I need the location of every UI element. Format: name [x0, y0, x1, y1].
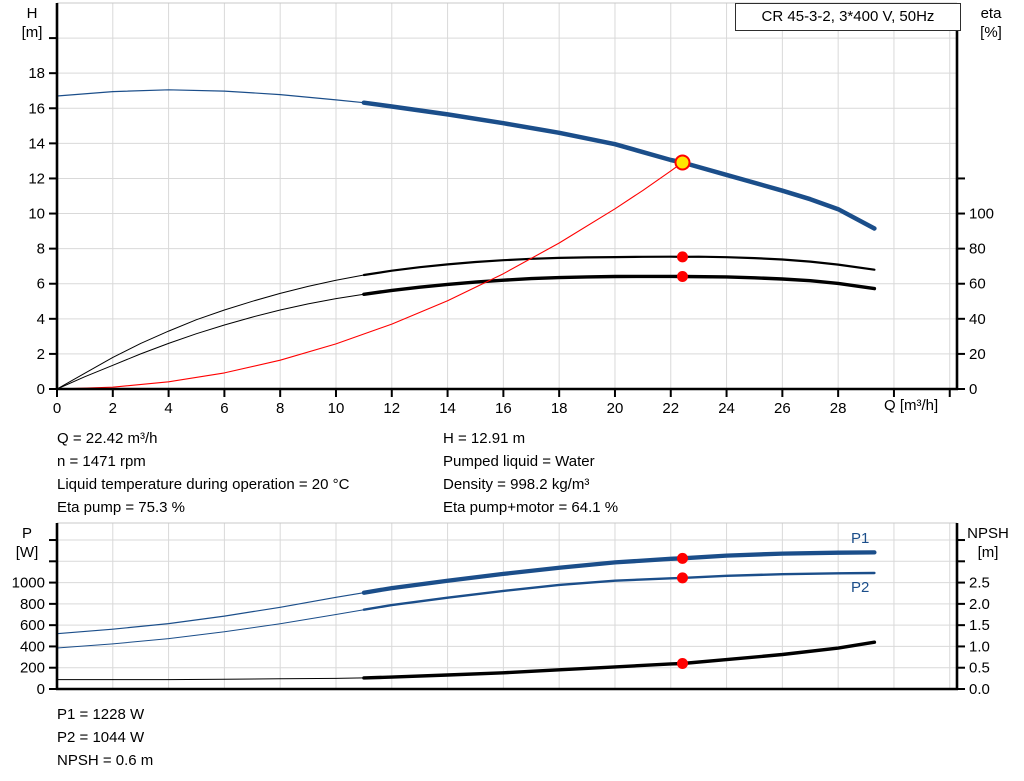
- p1-curve-thin: [56, 592, 365, 635]
- y-right-tick-label: 0: [969, 381, 977, 398]
- x-tick-label: 14: [439, 400, 456, 417]
- eta-pump-curve-thin: [56, 274, 365, 390]
- y-right-tick-label: 2.5: [969, 575, 990, 592]
- y-right-tick-label: 2.0: [969, 596, 990, 613]
- x-tick-label: 18: [551, 400, 568, 417]
- info-p2: P2 = 1044 W: [57, 729, 145, 746]
- p2-curve: [362, 571, 876, 611]
- system-curve: [56, 161, 684, 390]
- y-left-tick-label: 200: [20, 660, 45, 677]
- y-right-tick-label: 40: [969, 311, 986, 328]
- p-axis-label-unit: [W]: [15, 544, 39, 561]
- eta-pump-motor-curve: [362, 274, 877, 296]
- y-left-tick-label: 2: [37, 346, 45, 363]
- npsh-axis-label-symbol: NPSH: [967, 525, 1009, 542]
- eta-pump-point: [676, 251, 688, 263]
- y-left-tick-label: 800: [20, 596, 45, 613]
- info-npsh: NPSH = 0.6 m: [57, 752, 154, 769]
- y-right-tick-label: 0.0: [969, 681, 990, 698]
- y-right-tick-label: 20: [969, 346, 986, 363]
- y-right-tick-label: 1.5: [969, 617, 990, 634]
- eta-axis-label-unit: [%]: [980, 24, 1002, 41]
- x-tick-label: 6: [220, 400, 228, 417]
- x-tick-label: 4: [164, 400, 172, 417]
- y-left-tick-label: 1000: [12, 575, 45, 592]
- p1-curve-label: P1: [851, 530, 870, 547]
- h-axis-label: H [m]: [12, 4, 52, 42]
- y-left-tick-label: 8: [37, 241, 45, 258]
- info-pumped-liquid: Pumped liquid = Water: [443, 453, 595, 470]
- info-p1: P1 = 1228 W: [57, 706, 145, 723]
- h-q-curve: [361, 100, 877, 231]
- npsh-curve-thin: [56, 677, 365, 681]
- p1-curve: [361, 550, 877, 595]
- y-right-tick-label: 80: [969, 241, 986, 258]
- y-right-tick-label: 60: [969, 276, 986, 293]
- y-left-tick-label: 14: [28, 135, 45, 152]
- y-right-tick-label: 0.5: [969, 660, 990, 677]
- eta-pump-motor-curve-thin: [56, 293, 365, 390]
- npsh-axis-label-unit: [m]: [977, 544, 999, 561]
- y-left-tick-label: 0: [37, 681, 45, 698]
- p-axis-label: P [W]: [6, 524, 48, 562]
- p2-point: [676, 572, 688, 584]
- power-data-block: P1 = 1228 W P2 = 1044 W NPSH = 0.6 m: [57, 703, 153, 772]
- x-tick-label: 24: [718, 400, 735, 417]
- x-tick-label: 22: [662, 400, 679, 417]
- h-axis-label-symbol: H: [26, 5, 38, 22]
- y-left-tick-label: 4: [37, 311, 45, 328]
- y-left-tick-label: 10: [28, 206, 45, 223]
- x-tick-label: 26: [774, 400, 791, 417]
- x-tick-label: 16: [495, 400, 512, 417]
- y-right-tick-label: 1.0: [969, 638, 990, 655]
- operating-data-right: H = 12.91 m Pumped liquid = Water Densit…: [443, 427, 618, 519]
- info-eta-pump: Eta pump = 75.3 %: [57, 499, 185, 516]
- y-left-tick-label: 18: [28, 65, 45, 82]
- info-eta-pump-motor: Eta pump+motor = 64.1 %: [443, 499, 619, 516]
- y-left-tick-label: 600: [20, 617, 45, 634]
- x-tick-label: 0: [53, 400, 61, 417]
- info-head: H = 12.91 m: [443, 430, 526, 447]
- pump-title-box: CR 45-3-2, 3*400 V, 50Hz: [735, 3, 961, 31]
- y-left-tick-label: 6: [37, 276, 45, 293]
- info-liquid-temperature: Liquid temperature during operation = 20…: [57, 476, 350, 493]
- eta-axis-label: eta [%]: [966, 4, 1016, 42]
- y-left-tick-label: 0: [37, 381, 45, 398]
- info-density: Density = 998.2 kg/m³: [443, 476, 590, 493]
- q-axis-label: Q [m³/h]: [884, 397, 939, 414]
- npsh-point: [676, 657, 688, 669]
- x-tick-label: 20: [607, 400, 624, 417]
- h-axis-label-unit: [m]: [21, 24, 43, 41]
- y-left-tick-label: 12: [28, 170, 45, 187]
- p2-curve-thin: [56, 609, 365, 649]
- info-speed: n = 1471 rpm: [57, 453, 146, 470]
- p2-curve-label: P2: [851, 579, 870, 596]
- info-flow: Q = 22.42 m³/h: [57, 430, 158, 447]
- eta-axis-label-symbol: eta: [980, 5, 1002, 22]
- operating-data-left: Q = 22.42 m³/h n = 1471 rpm Liquid tempe…: [57, 427, 349, 519]
- y-left-tick-label: 16: [28, 100, 45, 117]
- p-axis-label-symbol: P: [21, 525, 32, 542]
- x-tick-label: 2: [109, 400, 117, 417]
- p1-point: [676, 552, 688, 564]
- x-tick-label: 10: [328, 400, 345, 417]
- npsh-curve: [362, 640, 877, 680]
- y-left-tick-label: 400: [20, 638, 45, 655]
- x-tick-label: 28: [830, 400, 847, 417]
- x-tick-label: 12: [383, 400, 400, 417]
- eta-pump-curve: [362, 255, 876, 277]
- npsh-axis-label: NPSH [m]: [958, 524, 1018, 562]
- x-tick-label: 8: [276, 400, 284, 417]
- h-q-curve-thin: [56, 89, 365, 104]
- eta-pump-motor-point: [676, 271, 688, 283]
- duty-point: [674, 154, 691, 171]
- y-right-tick-label: 100: [969, 206, 994, 223]
